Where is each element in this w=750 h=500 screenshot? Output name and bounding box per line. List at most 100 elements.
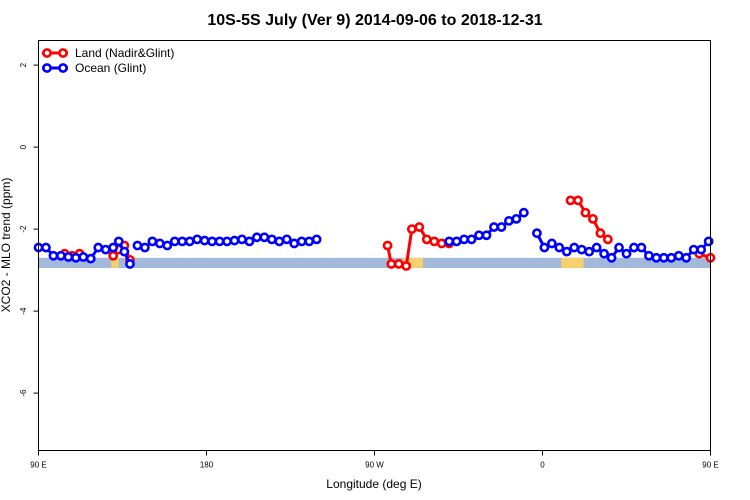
data-point: [565, 195, 576, 206]
data-point: [100, 244, 111, 255]
data-point: [139, 242, 150, 253]
data-point: [599, 248, 609, 259]
y-tick-label: -6: [19, 389, 28, 397]
data-point: [466, 234, 477, 245]
data-point: [56, 250, 66, 261]
data-point: [511, 213, 522, 224]
data-point: [576, 244, 587, 255]
data-point: [222, 236, 232, 247]
data-point: [481, 230, 492, 241]
data-point: [703, 236, 714, 247]
chart-title: 10S-5S July (Ver 9) 2014-09-06 to 2018-1…: [207, 12, 542, 29]
ocean-band: [38, 257, 711, 269]
x-tick-label: 90 W: [365, 461, 384, 470]
legend: Land (Nadir&Glint)Ocean (Glint): [42, 46, 174, 75]
data-point: [459, 234, 469, 245]
data-point: [651, 252, 662, 263]
x-tick-label: 90 E: [30, 461, 46, 470]
x-tick-label: 180: [200, 461, 214, 470]
data-point: [696, 244, 707, 255]
data-point: [658, 252, 669, 263]
data-point: [162, 240, 173, 251]
data-point: [688, 244, 699, 255]
data-point: [606, 252, 617, 263]
series-layer: [33, 195, 716, 271]
data-point: [496, 222, 507, 232]
data-point: [125, 259, 135, 269]
y-tick-label: 0: [19, 144, 28, 149]
data-point: [251, 232, 262, 243]
data-point: [666, 252, 677, 263]
land-band-segment: [111, 257, 119, 269]
data-point: [584, 246, 595, 257]
legend-marker: [58, 63, 68, 73]
data-point: [41, 242, 51, 253]
data-point: [296, 236, 307, 247]
data-point: [588, 213, 598, 224]
data-point: [274, 236, 285, 247]
data-point: [673, 250, 684, 261]
data-point: [85, 253, 96, 264]
series-ocean: [33, 207, 714, 269]
legend-marker: [42, 48, 52, 58]
data-point: [108, 242, 119, 253]
data-point: [436, 238, 447, 249]
data-point: [532, 228, 542, 239]
data-point: [569, 242, 580, 253]
data-point: [518, 207, 529, 218]
data-point: [192, 234, 203, 245]
x-tick-label: 0: [540, 461, 545, 470]
data-point: [561, 246, 572, 257]
land-band-segment: [402, 257, 424, 269]
data-point: [63, 252, 74, 262]
data-point: [614, 242, 624, 253]
data-point: [382, 240, 393, 251]
data-point: [304, 236, 315, 247]
data-point: [48, 250, 59, 261]
data-point: [681, 252, 692, 263]
data-point: [580, 207, 591, 218]
legend-marker: [58, 48, 68, 58]
data-point: [199, 235, 210, 246]
data-point: [621, 248, 632, 259]
x-tick-label: 90 E: [702, 461, 718, 470]
y-axis-ticks: 2 0 -2 -4 -6: [19, 62, 39, 397]
data-point: [154, 238, 165, 249]
data-point: [311, 234, 322, 245]
y-tick-label: 2: [19, 62, 28, 67]
data-point: [78, 252, 89, 262]
data-point: [539, 242, 550, 253]
land-mask-band: [38, 257, 711, 269]
data-point: [132, 240, 143, 251]
data-point: [289, 238, 300, 249]
data-point: [93, 242, 104, 253]
data-point: [591, 242, 602, 253]
data-point: [602, 234, 613, 245]
data-point: [414, 222, 425, 232]
data-point: [214, 236, 225, 247]
data-point: [489, 222, 499, 232]
data-point: [259, 232, 270, 243]
data-point: [237, 234, 247, 245]
legend-label: Land (Nadir&Glint): [75, 46, 174, 60]
data-point: [421, 234, 432, 245]
data-point: [444, 236, 455, 247]
data-point: [244, 236, 255, 247]
data-point: [119, 246, 130, 257]
data-point: [266, 234, 277, 245]
data-point: [401, 261, 412, 271]
data-point: [595, 228, 606, 239]
data-point: [573, 195, 583, 206]
data-point: [554, 242, 565, 253]
data-point: [70, 252, 81, 263]
data-point: [207, 236, 217, 247]
y-axis-label: XCO2 - MLO trend (ppm): [0, 178, 13, 313]
data-point: [503, 215, 514, 226]
legend-label: Ocean (Glint): [75, 61, 146, 75]
data-point: [636, 242, 647, 253]
data-point: [629, 242, 639, 253]
land-band-segment: [561, 257, 584, 269]
data-point: [169, 236, 180, 247]
data-point: [386, 259, 397, 269]
